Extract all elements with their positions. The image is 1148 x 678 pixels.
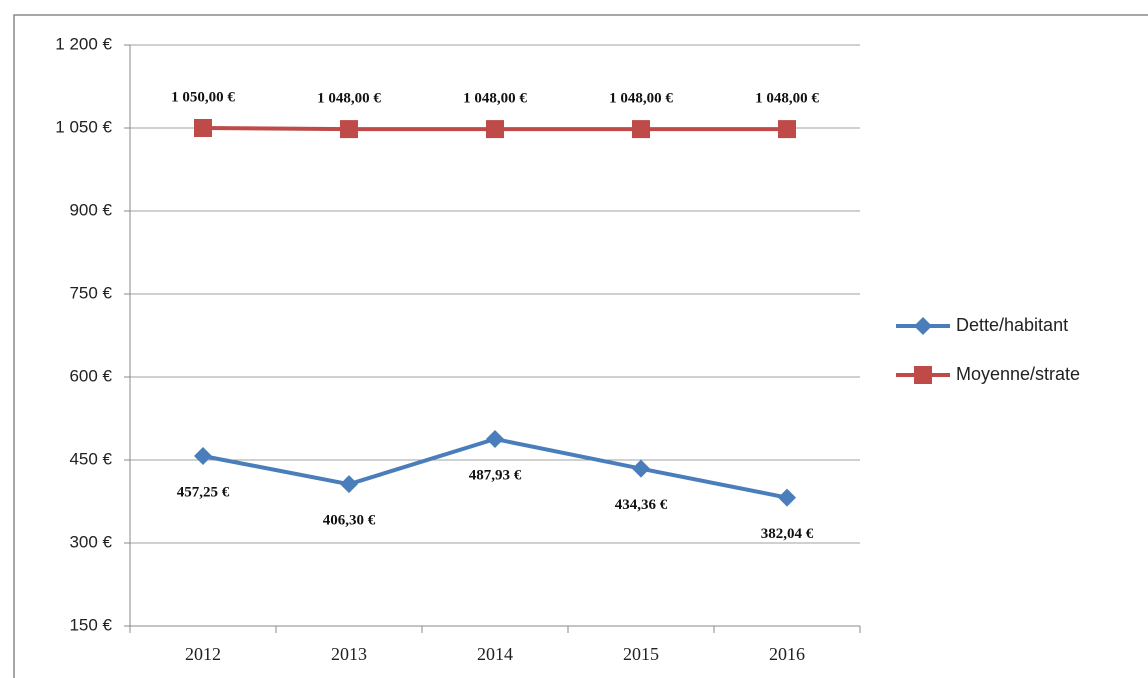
marker [914,366,932,384]
x-tick-label: 2015 [623,644,659,664]
marker [778,488,796,507]
data-label: 487,93 € [469,467,522,483]
x-tick-label: 2016 [769,644,805,664]
data-label: 1 048,00 € [755,91,819,107]
data-label: 1 048,00 € [317,91,381,107]
marker [486,120,504,139]
marker [194,446,212,465]
marker [632,120,650,139]
chart-border [13,14,1148,678]
y-tick-label: 1 200 € [55,34,112,53]
x-tick-label: 2012 [185,644,221,664]
data-label: 1 048,00 € [463,91,527,107]
legend-label: Dette/habitant [956,315,1068,335]
data-label: 457,25 € [177,484,230,500]
y-tick-label: 750 € [69,283,112,302]
y-tick-label: 300 € [69,532,112,551]
legend-label: Moyenne/strate [956,364,1080,384]
x-tick-label: 2013 [331,644,367,664]
marker [778,120,796,139]
y-tick-label: 1 050 € [55,117,112,136]
y-tick-label: 150 € [69,615,112,634]
marker [194,119,212,137]
marker [486,430,504,449]
marker [340,475,358,494]
y-tick-label: 900 € [69,200,112,219]
x-tick-label: 2014 [477,644,513,664]
marker [914,317,932,335]
data-label: 406,30 € [323,513,376,529]
marker [340,120,358,139]
data-label: 1 048,00 € [609,91,673,107]
y-tick-label: 600 € [69,366,112,385]
y-tick-label: 450 € [69,449,112,468]
data-label: 434,36 € [615,497,668,513]
data-label: 1 050,00 € [171,89,235,105]
marker [632,459,650,478]
data-label: 382,04 € [761,526,814,542]
